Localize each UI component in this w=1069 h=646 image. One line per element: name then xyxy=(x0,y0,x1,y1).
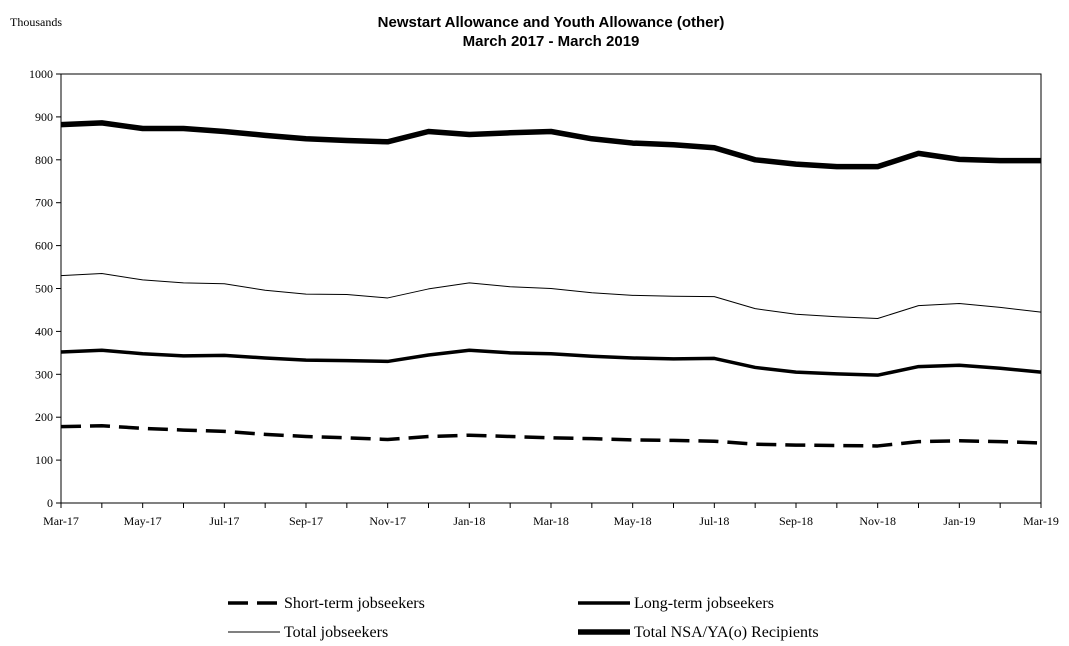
chart-subtitle: March 2017 - March 2019 xyxy=(463,33,640,50)
x-tick-label: Nov-18 xyxy=(859,514,896,528)
y-tick-label: 600 xyxy=(35,239,53,253)
series-line-total-jobseekers xyxy=(60,272,1042,320)
y-tick-label: 800 xyxy=(35,153,53,167)
legend: Short-term jobseekers Long-term jobseeker… xyxy=(228,595,819,641)
legend-label: Total NSA/YA(o) Recipients xyxy=(634,624,819,641)
x-tick-label: Sep-18 xyxy=(779,514,813,528)
x-tick-label: Jul-18 xyxy=(699,514,729,528)
series-layer xyxy=(60,120,1042,448)
chart-title: Newstart Allowance and Youth Allowance (… xyxy=(378,14,725,31)
x-tick-label: May-17 xyxy=(124,514,162,528)
legend-label: Long-term jobseekers xyxy=(634,595,774,612)
x-tick-label: Mar-17 xyxy=(43,514,79,528)
x-tick-label: Nov-17 xyxy=(369,514,406,528)
y-unit-label: Thousands xyxy=(10,15,62,29)
y-tick-label: 200 xyxy=(35,410,53,424)
legend-label: Total jobseekers xyxy=(284,624,388,641)
x-tick-label: Jan-19 xyxy=(943,514,975,528)
x-tick-label: Jan-18 xyxy=(453,514,485,528)
y-tick-label: 700 xyxy=(35,196,53,210)
series-line-long-term-jobseekers xyxy=(60,348,1042,377)
y-tick-label: 0 xyxy=(47,496,53,510)
legend-item: Total NSA/YA(o) Recipients xyxy=(578,624,819,641)
y-tick-label: 900 xyxy=(35,110,53,124)
x-tick-label: Mar-18 xyxy=(533,514,569,528)
x-tick-label: Sep-17 xyxy=(289,514,323,528)
y-tick-label: 400 xyxy=(35,324,53,338)
legend-item: Long-term jobseekers xyxy=(578,595,774,612)
axes: 0 100 200 300 400 500 600 700 800 900 1000 Mar-17 Ma… xyxy=(29,67,1059,528)
x-tick-label: May-18 xyxy=(614,514,652,528)
legend-item: Total jobseekers xyxy=(228,624,388,641)
y-tick-label: 500 xyxy=(35,282,53,296)
series-line-total-nsa-ya-o-recipients xyxy=(60,120,1041,170)
y-tick-label: 1000 xyxy=(29,67,53,81)
legend-item: Short-term jobseekers xyxy=(228,595,425,612)
x-tick-label: Mar-19 xyxy=(1023,514,1059,528)
y-tick-label: 300 xyxy=(35,367,53,381)
series-line-short-term-jobseekers xyxy=(60,424,1042,448)
x-tick-label: Jul-17 xyxy=(209,514,239,528)
y-tick-label: 100 xyxy=(35,453,53,467)
legend-label: Short-term jobseekers xyxy=(284,595,425,612)
